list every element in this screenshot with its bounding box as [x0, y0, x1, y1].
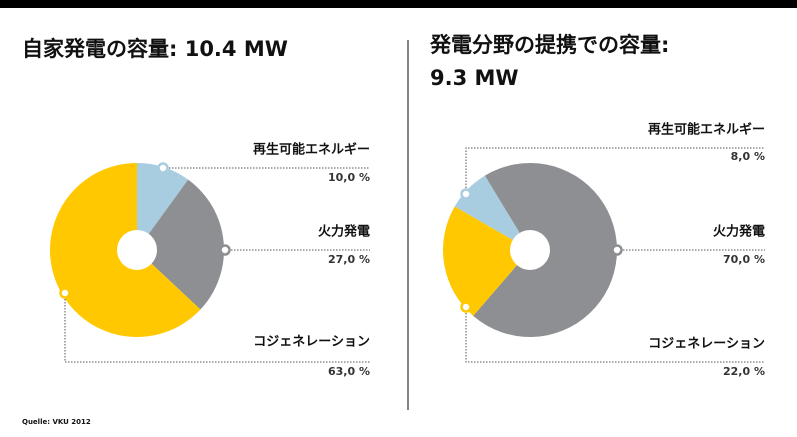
leader-line [64, 293, 370, 363]
value-label: 8,0 % [731, 150, 765, 163]
top-bar [0, 0, 797, 8]
leader-line [465, 147, 765, 194]
value-label: 70,0 % [723, 253, 765, 266]
pie-slice [454, 175, 530, 250]
leader-line [465, 307, 765, 363]
chart-subtitle: 9.3 MW [430, 66, 519, 90]
category-label: コジェネレーション [253, 335, 370, 350]
category-label: 再生可能エネルギー [253, 142, 370, 158]
pie-hole [510, 230, 550, 270]
source: Quelle: VKU 2012 [22, 418, 91, 426]
marker [219, 244, 231, 256]
category-label: コジェネレーション [648, 337, 765, 352]
value-label: 63,0 % [328, 365, 370, 378]
pie-slice [443, 206, 530, 316]
value-label: 22,0 % [723, 365, 765, 378]
category-label: 火力発電 [713, 224, 765, 240]
chart-title: 発電分野の提携での容量: [429, 33, 669, 57]
chart-title: 自家発電の容量: 10.4 MW [22, 37, 288, 61]
value-label: 10,0 % [328, 171, 370, 184]
marker [460, 301, 472, 313]
value-label: 27,0 % [328, 253, 370, 266]
category-label: 火力発電 [318, 224, 370, 240]
marker [460, 188, 472, 200]
category-label: 再生可能エネルギー [648, 122, 765, 138]
marker [157, 162, 169, 174]
marker [611, 244, 623, 256]
pie-slice [137, 163, 189, 250]
pie-hole [117, 230, 157, 270]
marker [59, 287, 71, 299]
pie-slice [137, 179, 224, 310]
